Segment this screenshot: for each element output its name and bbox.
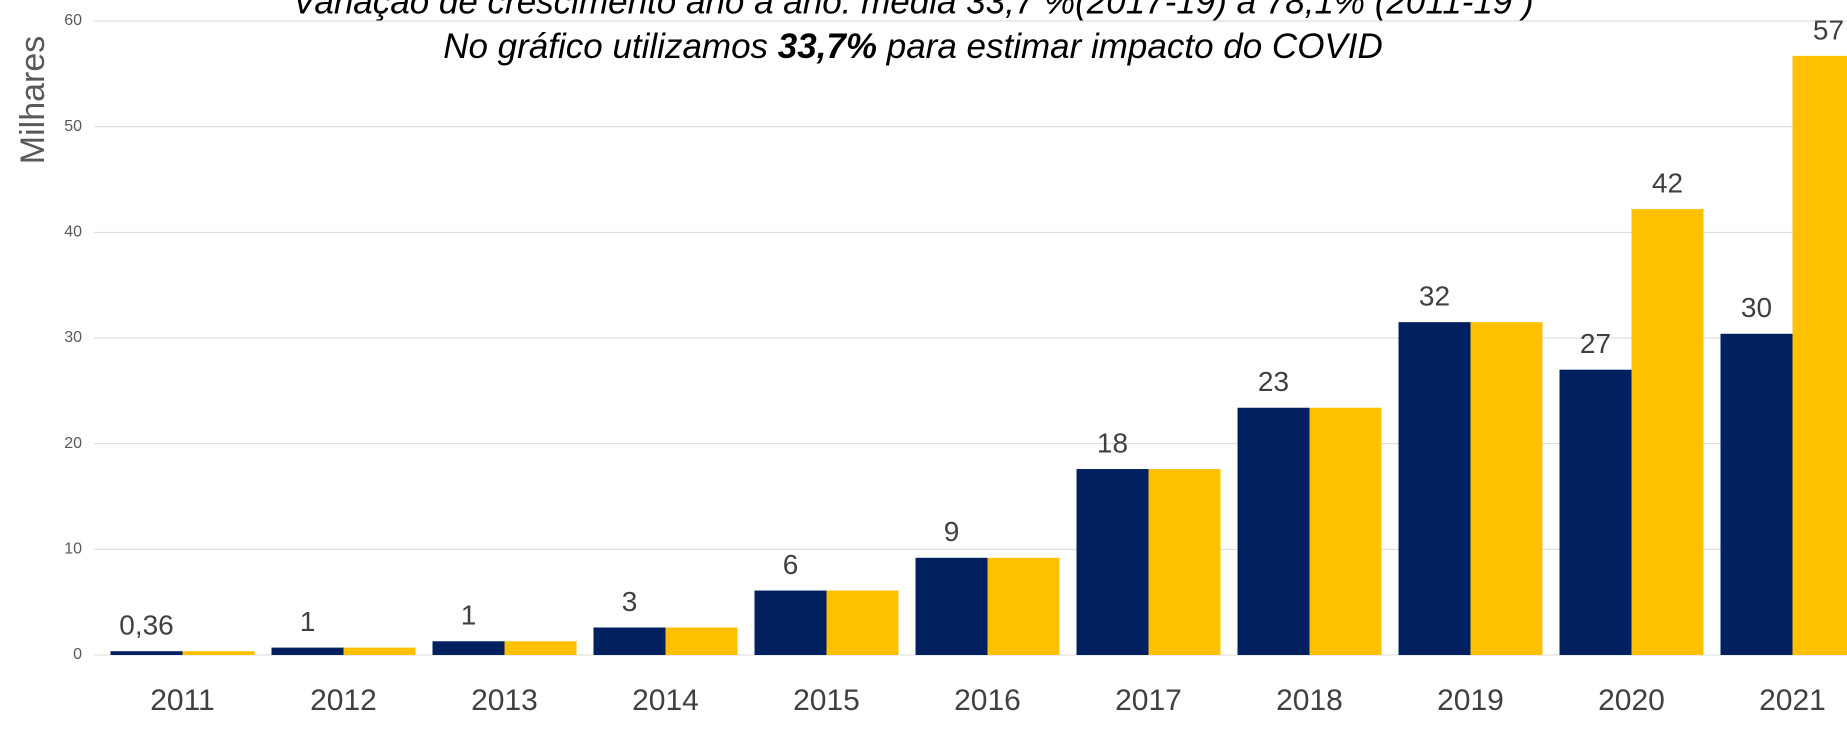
x-tick-label: 2020: [1598, 684, 1665, 717]
data-label: 9: [944, 516, 960, 547]
y-tick-label: 50: [64, 118, 82, 135]
data-label: 6: [783, 549, 799, 580]
bar: [1720, 333, 1793, 655]
subtitle-part: 33,7%: [778, 27, 877, 66]
x-tick-label: 2019: [1437, 684, 1504, 717]
x-tick-label: 2015: [793, 684, 860, 717]
data-label: 27: [1580, 328, 1611, 359]
subtitle-part: para estimar impacto do COVID: [877, 27, 1383, 66]
x-tick-label: 2011: [150, 684, 215, 717]
bar: [1309, 407, 1382, 655]
data-label: 18: [1097, 427, 1128, 458]
x-tick-label: 2013: [471, 684, 538, 717]
bar: [504, 641, 577, 655]
bar: [1148, 469, 1221, 655]
y-tick-label: 0: [73, 646, 82, 663]
data-label: 32: [1419, 281, 1450, 312]
data-label: 42: [1652, 167, 1683, 198]
bar: [1237, 407, 1310, 655]
y-tick-label: 60: [64, 12, 82, 29]
bar: [593, 627, 666, 655]
x-tick-label: 2021: [1759, 684, 1826, 717]
x-tick-label: 2012: [310, 684, 377, 717]
x-tick-label: 2017: [1115, 684, 1182, 717]
bar: [1076, 469, 1149, 655]
bar: [110, 651, 183, 655]
bar: [1631, 209, 1704, 655]
data-label: 1: [461, 600, 477, 631]
y-tick-label: 30: [64, 329, 82, 346]
bar: [1470, 322, 1543, 655]
y-tick-label: 10: [64, 541, 82, 558]
x-tick-label: 2014: [632, 684, 699, 717]
data-label: 1: [300, 606, 316, 637]
y-axis-label: Milhares: [14, 36, 52, 164]
bar: [1559, 369, 1632, 655]
bar: [343, 647, 416, 655]
data-label: 3: [622, 586, 638, 617]
bar: [432, 641, 505, 655]
bar: [271, 647, 344, 655]
bar: [754, 590, 827, 655]
data-label: 30: [1741, 292, 1772, 323]
chart-subtitle: No gráfico utilizamos 33,7% para estimar…: [443, 27, 1383, 66]
y-tick-label: 20: [64, 435, 82, 452]
bar: [826, 590, 899, 655]
chart-title: Variação de crescimento ano a ano: média…: [292, 0, 1533, 21]
x-tick-label: 2018: [1276, 684, 1343, 717]
data-label: 23: [1258, 366, 1289, 397]
bar: [987, 557, 1060, 655]
bar: [1398, 322, 1471, 655]
bar: [665, 627, 738, 655]
x-tick-label: 2016: [954, 684, 1021, 717]
data-label: 0,36: [119, 610, 174, 641]
bar: [915, 557, 988, 655]
data-label: 57: [1813, 14, 1844, 45]
subtitle-part: No gráfico utilizamos: [443, 27, 778, 66]
bar: [1792, 55, 1847, 656]
y-tick-label: 40: [64, 224, 82, 241]
bar: [182, 651, 255, 655]
